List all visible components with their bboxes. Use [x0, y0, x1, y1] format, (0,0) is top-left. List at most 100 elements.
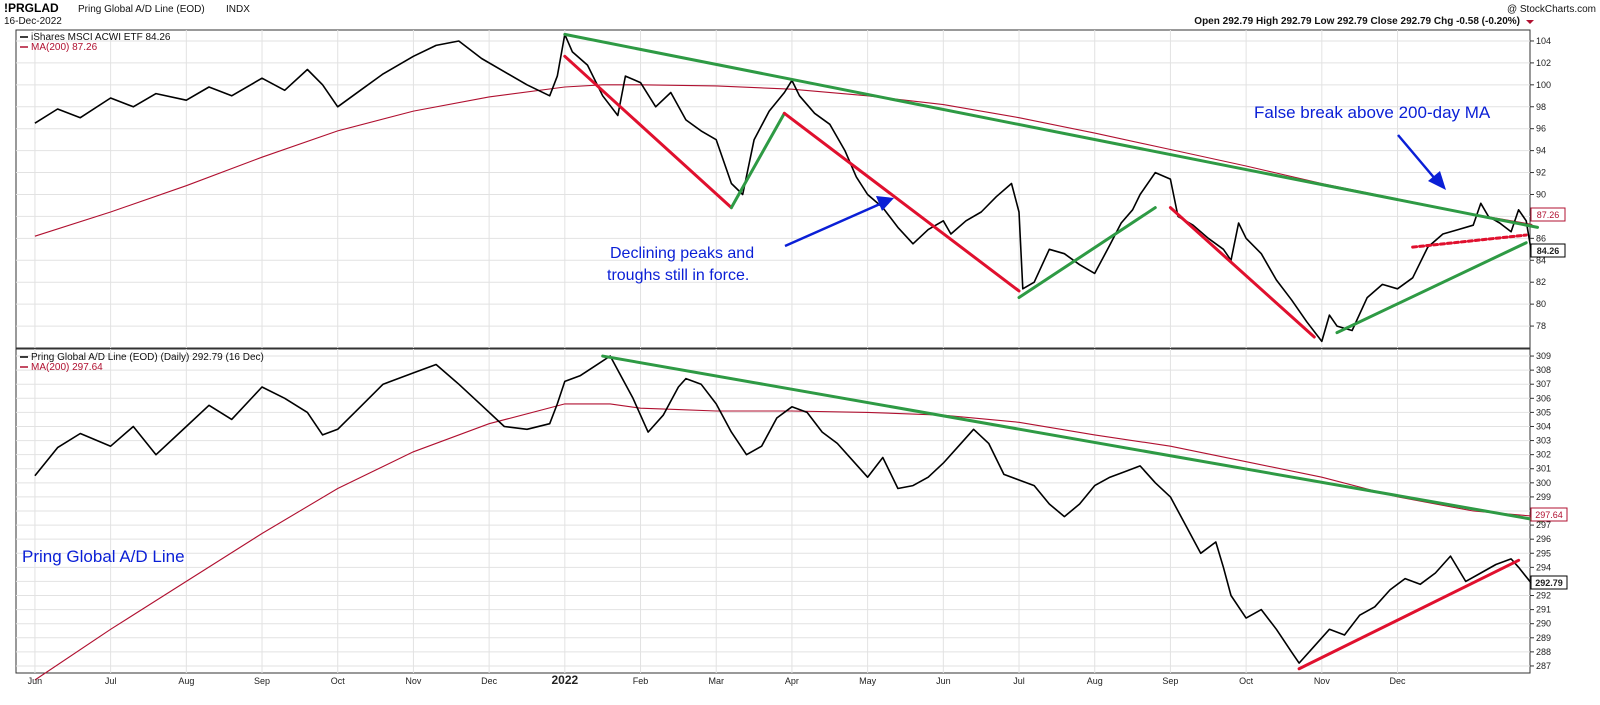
ad-ma-last-value: 297.64	[1535, 510, 1563, 520]
ohlc-readout: Open 292.79 High 292.79 Low 292.79 Close…	[1194, 16, 1520, 27]
header-symbol: !PRGLAD	[4, 1, 59, 15]
arrow-icon-2	[876, 196, 894, 211]
trendline-red-2	[782, 111, 1021, 293]
y-tick-label: 294	[1536, 562, 1551, 572]
trendline-peaks-top	[563, 32, 1540, 229]
x-tick-label: Feb	[633, 676, 649, 686]
arrow-icon	[1428, 171, 1446, 190]
ma-last-tag	[1530, 207, 1566, 222]
trendline-red-3	[1168, 206, 1316, 339]
grid-layer	[16, 30, 1530, 673]
y-tick-label: 296	[1536, 534, 1551, 544]
y-tick-label: 303	[1536, 436, 1551, 446]
y-tick-label: 290	[1536, 619, 1551, 629]
x-tick-label: Apr	[785, 676, 799, 686]
legend-ad-bottom: Pring Global A/D Line (EOD) (Daily) 292.…	[31, 352, 264, 363]
annotation-arrow-shaft-1	[1397, 134, 1437, 181]
trendline-green-3	[1335, 241, 1528, 335]
y-tick-label: 305	[1536, 407, 1551, 417]
y-tick-label: 78	[1536, 321, 1546, 331]
ad-ma-series-line	[34, 403, 1533, 681]
y-tick-label: 308	[1536, 365, 1551, 375]
y-tick-label: 90	[1536, 189, 1546, 199]
y-tick-label: 295	[1536, 548, 1551, 558]
price-last-value: 84.26	[1537, 246, 1560, 256]
ma-layer	[34, 84, 1533, 681]
y-tick-label: 86	[1536, 233, 1546, 243]
y-tick-label: 302	[1536, 450, 1551, 460]
ad-ma-last-tag	[1530, 507, 1568, 522]
x-tick-label: Nov	[405, 676, 422, 686]
y-tick-label: 96	[1536, 124, 1546, 134]
price-layer	[34, 33, 1534, 664]
x-tick-label: Aug	[178, 676, 194, 686]
y-tick-label: 306	[1536, 393, 1551, 403]
annotation-declining-1: Declining peaks and	[610, 245, 754, 262]
y-tick-label: 309	[1536, 351, 1551, 361]
y-tick-label: 287	[1536, 661, 1551, 671]
y-tick-label: 288	[1536, 647, 1551, 657]
x-tick-label: Mar	[708, 676, 724, 686]
header-exchange: INDX	[226, 4, 250, 15]
legend-ma-bottom: MA(200) 297.64	[31, 362, 103, 373]
y-tick-label: 94	[1536, 146, 1546, 156]
legend-price-top: iShares MSCI ACWI ETF 84.26	[31, 32, 171, 43]
x-tick-label: Sep	[254, 676, 270, 686]
x-tick-label: Dec	[1390, 676, 1407, 686]
ad-last-value: 292.79	[1535, 578, 1563, 588]
y-tick-label: 300	[1536, 478, 1551, 488]
x-tick-label: Sep	[1162, 676, 1178, 686]
annotation-ad-line: Pring Global A/D Line	[22, 547, 185, 566]
x-tick-label: 2022	[551, 673, 578, 687]
price-series-line	[34, 33, 1534, 343]
x-tick-label: Aug	[1087, 676, 1103, 686]
header-date: 16-Dec-2022	[4, 16, 62, 27]
annotation-false-break: False break above 200-day MA	[1254, 103, 1491, 122]
y-tick-label: 291	[1536, 605, 1551, 615]
trendline-green-1	[729, 111, 786, 210]
y-tick-label: 92	[1536, 168, 1546, 178]
ad-series-line	[34, 355, 1533, 664]
y-tick-label: 82	[1536, 277, 1546, 287]
x-tick-label: May	[859, 676, 877, 686]
header-name: Pring Global A/D Line (EOD)	[78, 4, 205, 15]
x-tick-label: Nov	[1314, 676, 1331, 686]
x-tick-label: Jun	[28, 676, 43, 686]
y-tick-label: 100	[1536, 80, 1551, 90]
trendline-ad-rising	[1297, 558, 1521, 671]
x-tick-label: Jul	[1013, 676, 1025, 686]
ad-last-tag	[1530, 575, 1568, 590]
down-arrow-icon	[1526, 20, 1534, 24]
x-tick-label: Dec	[481, 676, 498, 686]
ma-series-line	[34, 84, 1533, 237]
trendline-green-2	[1017, 206, 1157, 300]
legend-ma-top: MA(200) 87.26	[31, 42, 98, 53]
x-tick-label: Oct	[1239, 676, 1254, 686]
copyright: @ StockCharts.com	[1507, 4, 1596, 15]
y-tick-label: 98	[1536, 102, 1546, 112]
y-tick-label: 102	[1536, 58, 1551, 68]
y-tick-label: 104	[1536, 36, 1551, 46]
y-tick-label: 299	[1536, 492, 1551, 502]
y-tick-label: 80	[1536, 299, 1546, 309]
y-tick-label: 297	[1536, 520, 1551, 530]
top-panel-frame	[15, 29, 1531, 349]
trendline-red-1	[563, 54, 733, 210]
y-tick-label: 289	[1536, 633, 1551, 643]
y-tick-label: 84	[1536, 255, 1546, 265]
y-tick-label: 301	[1536, 464, 1551, 474]
ma-last-value: 87.26	[1537, 210, 1560, 220]
y-tick-label: 292	[1536, 591, 1551, 601]
trendline-ad-peaks	[601, 354, 1543, 523]
trendline-red-dotted	[1411, 233, 1528, 249]
x-tick-label: Oct	[331, 676, 346, 686]
annotation-declining-2: troughs still in force.	[607, 267, 749, 284]
annotation-arrow-shaft-2	[784, 202, 881, 248]
x-tick-label: Jun	[936, 676, 951, 686]
trendline-layer	[563, 32, 1543, 671]
price-last-tag	[1530, 243, 1566, 258]
y-tick-label: 304	[1536, 421, 1551, 431]
y-tick-label: 307	[1536, 379, 1551, 389]
